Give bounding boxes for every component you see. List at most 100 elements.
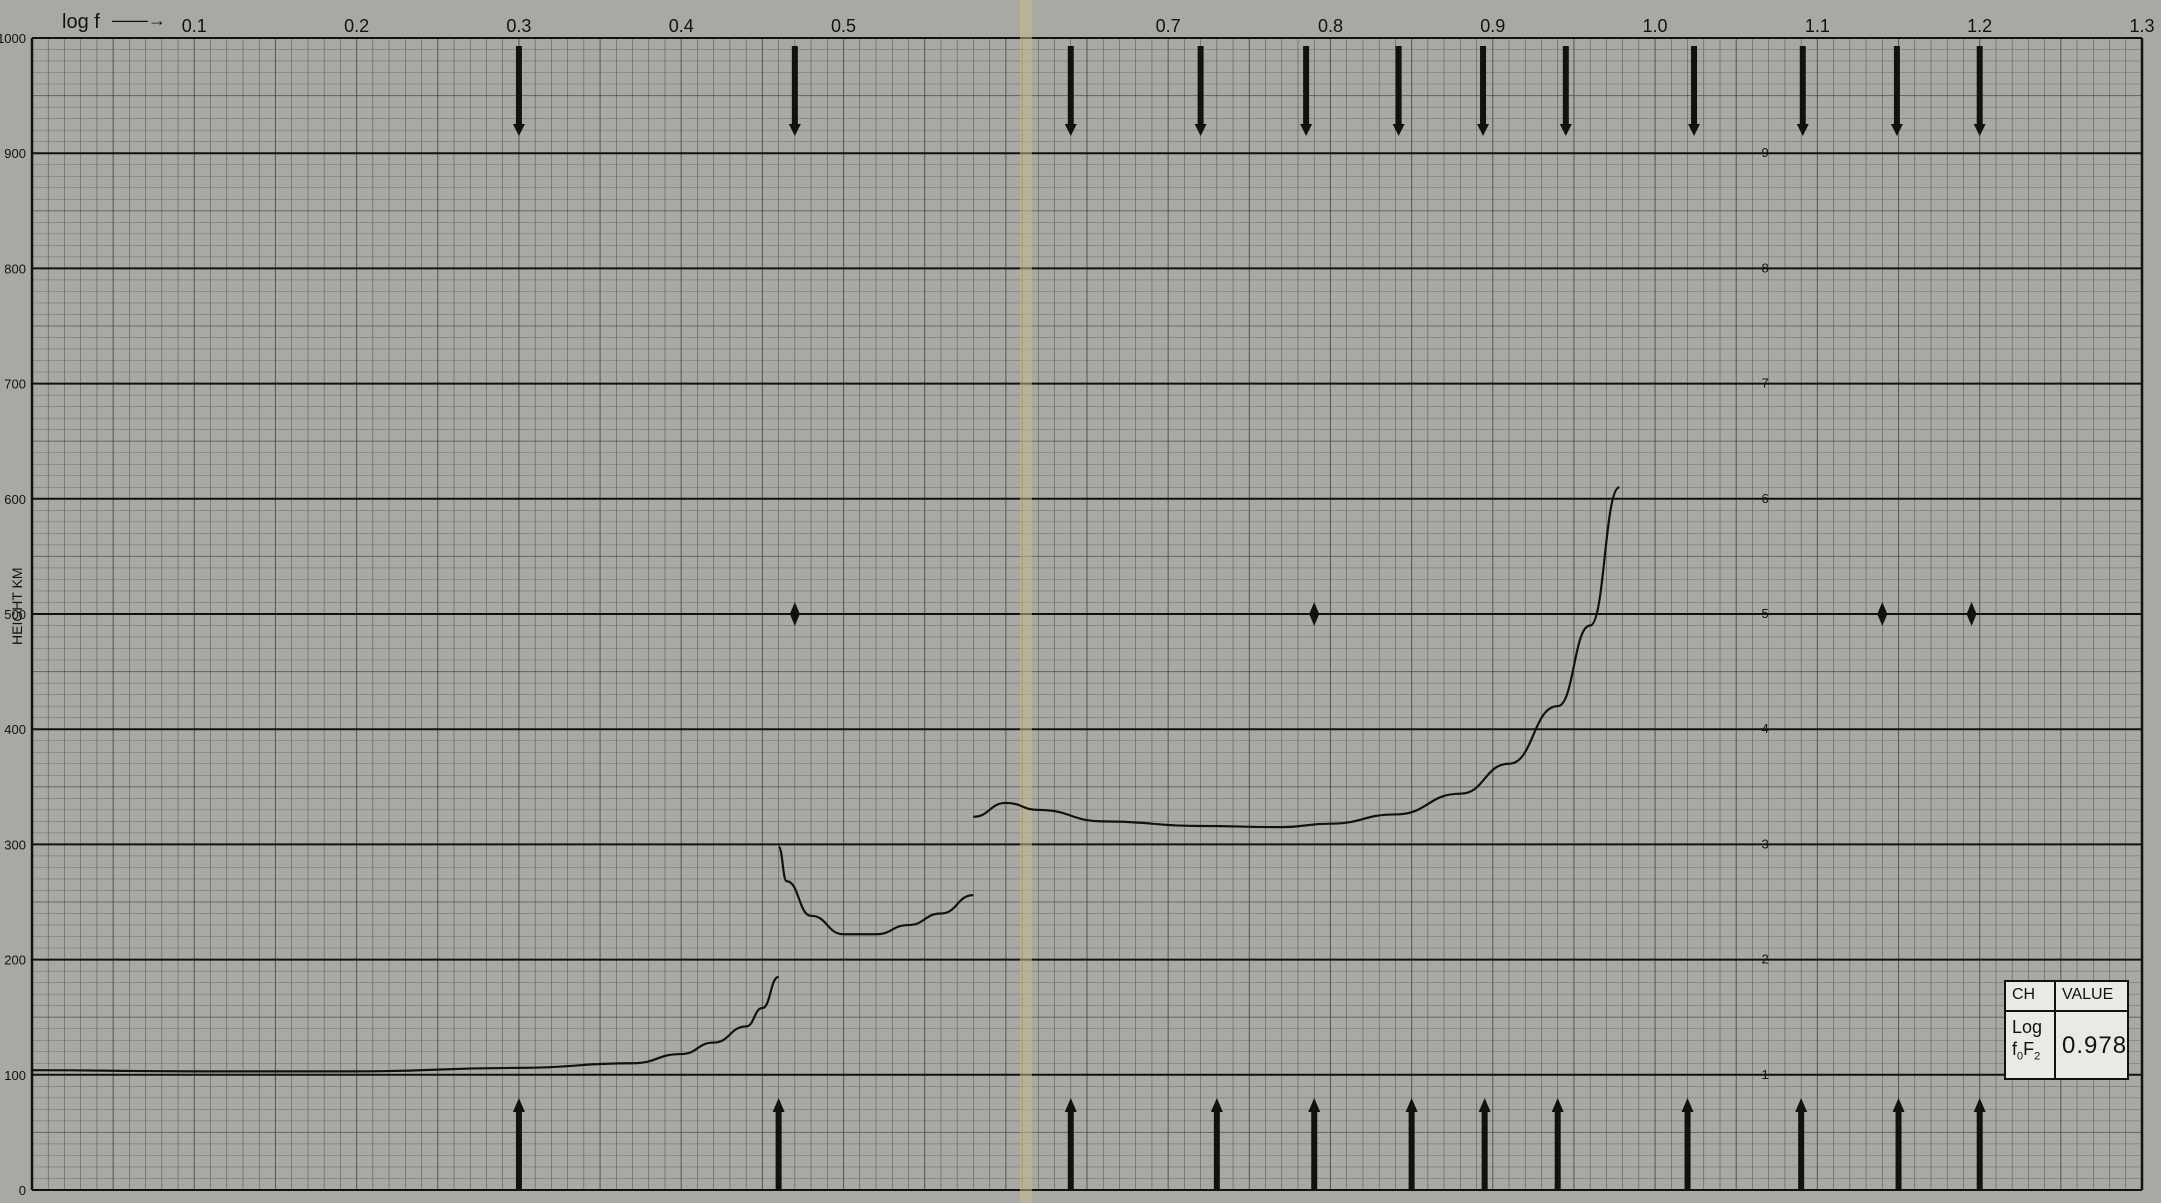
bottom-marker	[1976, 1110, 1983, 1190]
x-tick-label: 0.4	[669, 16, 694, 36]
top-marker	[1799, 46, 1806, 126]
table-row-value: 0.978	[2062, 1032, 2128, 1059]
top-marker-head	[1300, 124, 1313, 136]
top-marker-head	[1064, 124, 1077, 136]
value-table: CH VALUE Log f0F2 0.978	[2004, 980, 2129, 1080]
bottom-marker-head	[1795, 1098, 1808, 1112]
major-grid	[30, 37, 2144, 1191]
top-marker	[1067, 46, 1074, 126]
mid-marker	[1309, 602, 1320, 626]
bottom-marker	[1684, 1110, 1691, 1190]
right-scale-label: 9	[1761, 145, 1768, 160]
bottom-marker	[1311, 1110, 1318, 1190]
right-scale-label: 5	[1761, 606, 1768, 621]
bottom-marker	[1895, 1110, 1902, 1190]
mid-marker	[1966, 602, 1977, 626]
trace-line	[777, 845, 974, 936]
bottom-marker-head	[1405, 1098, 1418, 1112]
right-scale-label: 7	[1761, 376, 1768, 391]
top-marker-head	[512, 124, 525, 136]
table-divider	[2054, 982, 2056, 1078]
bottom-marker-head	[1892, 1098, 1905, 1112]
x-tick-label: 0.3	[506, 16, 531, 36]
top-marker	[515, 46, 522, 126]
top-marker	[1303, 46, 1310, 126]
top-marker-head	[788, 124, 801, 136]
top-marker	[1976, 46, 1983, 126]
bottom-marker-head	[1308, 1098, 1321, 1112]
table-header	[2006, 982, 2127, 1012]
bottom-marker-head	[1551, 1098, 1564, 1112]
top-marker	[1395, 46, 1402, 126]
bottom-marker	[1798, 1110, 1805, 1190]
table-col-value: VALUE	[2062, 986, 2114, 1003]
x-tick-label: 0.9	[1480, 16, 1505, 36]
top-marker-head	[1973, 124, 1986, 136]
x-tick-label: 0.2	[344, 16, 369, 36]
top-marker	[791, 46, 798, 126]
right-scale-label: 8	[1761, 260, 1768, 275]
x-tick-label: 0.8	[1318, 16, 1343, 36]
right-scale-label: 6	[1761, 491, 1768, 506]
top-marker-head	[1392, 124, 1405, 136]
top-marker	[1562, 46, 1569, 126]
y-tick-label: 600	[4, 492, 26, 507]
y-tick-label: 900	[4, 146, 26, 161]
bottom-marker	[1481, 1110, 1488, 1190]
row-label-fof2: f0F2	[2012, 1039, 2041, 1063]
y-tick-label: 100	[4, 1068, 26, 1083]
top-marker-head	[1688, 124, 1701, 136]
x-tick-label: 0.7	[1156, 16, 1181, 36]
x-tick-label: 0.5	[831, 16, 856, 36]
top-marker-head	[1477, 124, 1490, 136]
row-label-log: Log	[2012, 1017, 2043, 1037]
bottom-marker	[515, 1110, 522, 1190]
y-axis-title: HEIGHT KM	[9, 567, 25, 645]
x-tick-label: 1.0	[1643, 16, 1668, 36]
right-scale-labels: 1 2 3 4 5 6 7 8 9	[1761, 145, 1768, 1082]
bottom-marker	[1067, 1110, 1074, 1190]
y-tick-label: 500	[4, 607, 26, 622]
bottom-marker-head	[1210, 1098, 1223, 1112]
y-tick-label: 200	[4, 953, 26, 968]
right-scale-label: 1	[1761, 1067, 1768, 1082]
table-row-label: Log f0F2	[2012, 1016, 2042, 1068]
x-axis-arrow: ——→	[112, 10, 166, 30]
bottom-marker	[775, 1110, 782, 1190]
y-tick-label: 0	[19, 1183, 26, 1198]
table-col-ch: CH	[2012, 986, 2036, 1003]
x-axis-title: log f	[62, 11, 100, 33]
top-marker-head	[1194, 124, 1207, 136]
page-fold	[1020, 0, 1032, 1203]
y-tick-label: 300	[4, 837, 26, 852]
bottom-marker-head	[772, 1098, 785, 1112]
bottom-marker-head	[1478, 1098, 1491, 1112]
x-tick-label: 1.3	[2129, 16, 2154, 36]
y-tick-label: 700	[4, 377, 26, 392]
bottom-marker-head	[512, 1098, 525, 1112]
x-tick-label: 1.1	[1805, 16, 1830, 36]
x-tick-label: 0.1	[182, 16, 207, 36]
top-marker	[1197, 46, 1204, 126]
trace-curves	[31, 486, 1620, 1073]
top-marker-head	[1559, 124, 1572, 136]
y-tick-label: 800	[4, 261, 26, 276]
mid-marker	[1877, 602, 1888, 626]
mid-marker	[789, 602, 800, 626]
trace-line	[31, 975, 780, 1073]
top-marker	[1893, 46, 1900, 126]
top-marker-head	[1890, 124, 1903, 136]
top-marker-head	[1796, 124, 1809, 136]
x-tick-labels: 0.1 0.2 0.3 0.4 0.5 0.7 0.8 0.9 1.0 1.1 1.2 1.3	[182, 16, 2155, 36]
x-tick-label: 1.2	[1967, 16, 1992, 36]
frequency-markers	[512, 46, 1986, 1190]
right-scale-label: 3	[1761, 836, 1768, 851]
y-tick-labels: 0 100 200 300 400 500 600 700 800 900 1000	[0, 31, 26, 1198]
bottom-marker-head	[1681, 1098, 1694, 1112]
bottom-marker-head	[1064, 1098, 1077, 1112]
bottom-marker	[1213, 1110, 1220, 1190]
right-scale-label: 2	[1761, 952, 1768, 967]
y-tick-label: 1000	[0, 31, 26, 46]
